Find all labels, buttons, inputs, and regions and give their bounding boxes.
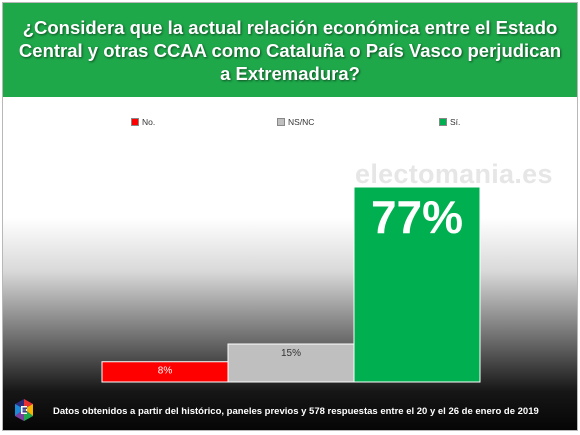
legend-label-nsnc: NS/NC <box>288 117 315 127</box>
data-label-si: 77% <box>371 191 463 243</box>
data-label-nsnc: 15% <box>281 348 301 359</box>
bar-nsnc <box>227 343 355 383</box>
footer: Datos obtenidos a partir del histórico, … <box>3 392 577 430</box>
electomania-logo-icon <box>15 399 33 421</box>
chart-frame: ¿Considera que la actual relación económ… <box>2 2 578 431</box>
legend-item-nsnc: NS/NC <box>277 117 314 127</box>
chart-title: ¿Considera que la actual relación económ… <box>18 16 562 84</box>
header-bar: ¿Considera que la actual relación económ… <box>3 3 577 97</box>
bar-si <box>353 186 481 383</box>
legend-swatch-no <box>131 118 139 126</box>
legend-label-si: Sí. <box>450 117 461 127</box>
watermark: electomania.es <box>355 159 553 189</box>
legend: No. NS/NC Sí. <box>3 117 577 131</box>
legend-swatch-nsnc <box>277 118 285 126</box>
legend-item-no: No. <box>131 117 155 127</box>
bar-chart: 8% 15% 77% <box>101 186 481 383</box>
legend-item-si: Sí. <box>439 117 460 127</box>
data-label-no: 8% <box>158 366 173 377</box>
legend-swatch-si <box>439 118 447 126</box>
footnote: Datos obtenidos a partir del histórico, … <box>53 405 539 417</box>
legend-label-no: No. <box>142 117 156 127</box>
